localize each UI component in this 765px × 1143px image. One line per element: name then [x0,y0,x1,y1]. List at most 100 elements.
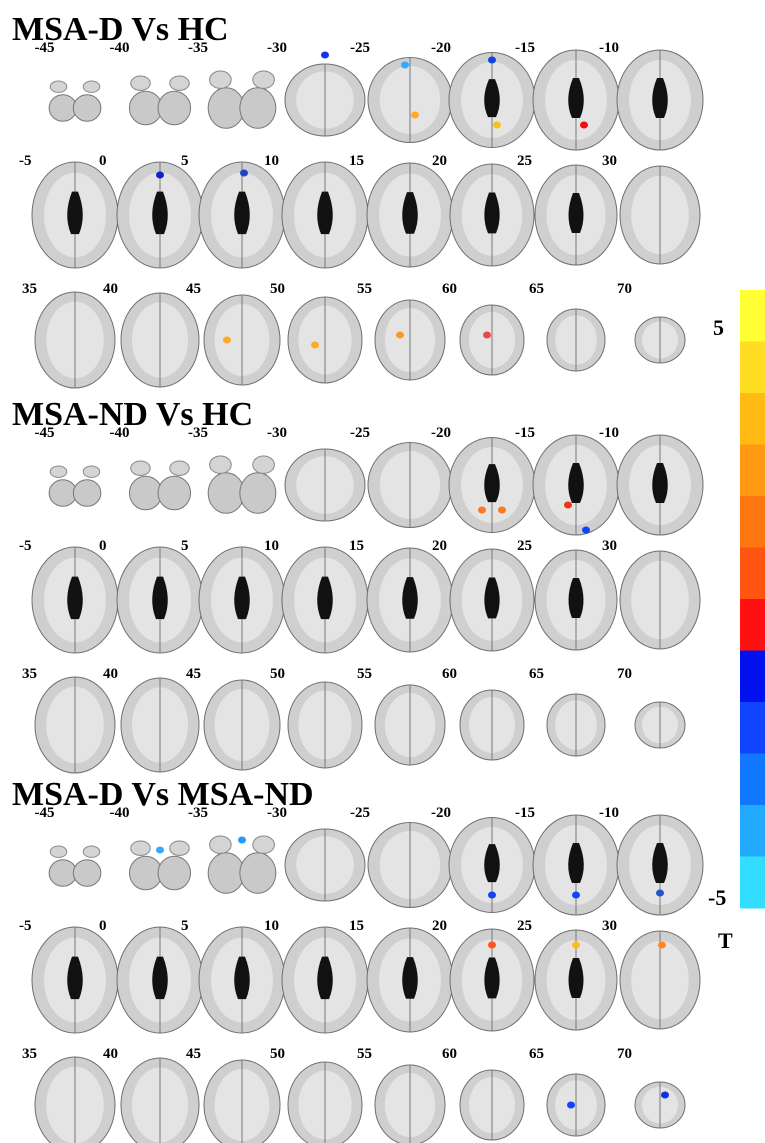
brain-slice [374,299,446,381]
brain-slice [34,676,116,774]
colorbar-segment [740,496,765,548]
ventricle [317,191,333,235]
brain-slice [120,1057,200,1143]
ventricle [652,843,668,883]
slice-label: 65 [529,1046,544,1062]
slice-label: 0 [99,918,107,934]
ventricle [568,193,584,233]
slice-label: -40 [110,425,130,441]
brain-tissue [169,460,190,476]
brain-tissue [82,80,101,93]
brain-tissue [82,845,101,858]
slice-label: -5 [19,918,32,934]
slice-label: -40 [110,805,130,821]
brain-slice [198,926,286,1034]
brain-tissue [48,479,78,507]
activation-cluster [488,941,496,949]
slice-label: -35 [188,805,208,821]
slice-label: 50 [270,281,285,297]
ventricle [568,78,584,118]
brain-slice [281,161,369,269]
slice-label: 40 [103,281,118,297]
slice-label: -35 [188,40,208,56]
colorbar-segment [740,444,765,497]
brain-slice [634,1081,686,1129]
ventricle [152,576,168,620]
brain-slice [459,1069,525,1141]
slice-label: -45 [35,425,55,441]
slice-label: -10 [599,425,619,441]
colorbar-min: -5 [708,885,726,910]
brain-slice [34,1056,116,1143]
brain-slice [116,546,204,654]
slice-label: -20 [431,40,451,56]
brain-slice [203,294,281,386]
slice-label: 40 [103,1046,118,1062]
brain-tissue [72,859,102,887]
brain-slice [287,296,363,384]
slice-label: 15 [349,918,364,934]
ventricle [568,958,584,998]
slice-label: 55 [357,666,372,682]
slice-label: -25 [350,805,370,821]
ventricle [152,956,168,1000]
brain-slice [128,75,192,126]
slice-label: 60 [442,281,457,297]
brain-slice [287,681,363,769]
ventricle [67,956,83,1000]
slice-label: 20 [432,153,447,169]
brain-slice [366,547,454,653]
panel-title: MSA-ND Vs HC [12,396,253,433]
slice-label: -45 [35,40,55,56]
colorbar-segment [740,393,765,445]
brain-slice [546,1073,606,1137]
slice-label: -15 [515,40,535,56]
brain-tissue [157,475,192,511]
brain-slice [48,845,102,887]
brain-slice [116,161,204,269]
activation-cluster [656,889,664,897]
ventricle [568,463,584,503]
brain-tissue [169,840,190,856]
slice-label: 0 [99,153,107,169]
brain-slice [546,308,606,372]
ventricle [568,843,584,883]
brain-slice [367,57,453,143]
brain-slice [459,689,525,761]
brain-slice [31,546,119,654]
activation-cluster [493,121,501,129]
slice-label: -30 [267,425,287,441]
brain-slice [619,165,701,265]
ventricle [234,191,250,235]
activation-cluster [498,506,506,514]
brain-slice [366,927,454,1033]
brain-slice [634,316,686,364]
brain-tissue [239,852,277,894]
slice-label: -15 [515,425,535,441]
colorbar-segment [740,753,765,806]
brain-slice [120,292,200,388]
brain-tissue [252,835,275,854]
activation-cluster [240,169,248,177]
slice-label: 10 [264,918,279,934]
brain-slice [367,442,453,528]
ventricle [67,191,83,235]
brain-slice [367,822,453,908]
ventricle [234,576,250,620]
brain-tissue [49,845,68,858]
brain-slice [207,835,277,894]
slice-label: 15 [349,538,364,554]
brain-slice [366,162,454,268]
ventricle [402,192,418,234]
brain-tissue [82,465,101,478]
brain-tissue [207,472,245,514]
activation-cluster [488,891,496,899]
brain-slice [532,434,620,536]
brain-slice [374,684,446,766]
slice-label: 35 [22,281,37,297]
activation-cluster [156,846,164,854]
ventricle [234,956,250,1000]
brain-slice [120,677,200,773]
brain-slice [31,926,119,1034]
ventricle [317,956,333,1000]
